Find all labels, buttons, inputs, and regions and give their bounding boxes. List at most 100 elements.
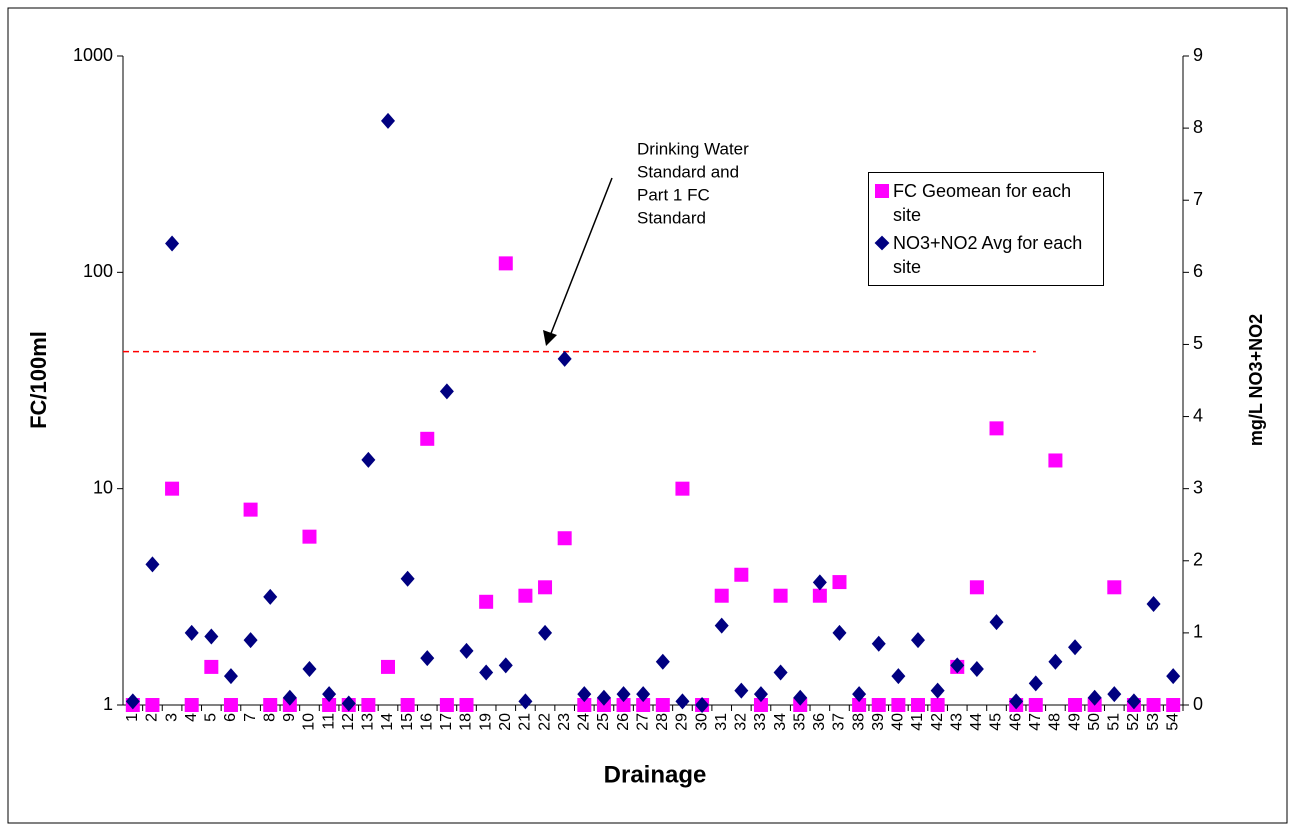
square-marker	[989, 421, 1004, 436]
x-tick-label: 50	[1086, 713, 1103, 731]
diamond-marker	[596, 689, 611, 706]
x-tick-label: 20	[497, 713, 514, 731]
annotation: Standard	[637, 208, 706, 227]
diamond-marker	[302, 660, 317, 677]
square-marker	[538, 580, 553, 595]
y-tick-label: 100	[83, 261, 113, 281]
x-tick-label: 18	[458, 713, 475, 731]
legend-swatch	[875, 184, 889, 198]
x-tick-label: 52	[1125, 713, 1142, 731]
square-marker	[852, 698, 867, 712]
x-tick-label: 39	[870, 713, 887, 731]
diamond-marker	[989, 614, 1004, 631]
x-tick-label: 3	[163, 713, 180, 722]
square-marker	[812, 588, 827, 603]
y-axis-title: FC/100ml	[26, 331, 51, 429]
square-marker	[361, 698, 376, 712]
square-marker	[302, 529, 317, 544]
x-tick-label: 38	[850, 713, 867, 731]
x-tick-label: 10	[301, 713, 318, 731]
square-marker	[930, 698, 945, 712]
legend-swatch	[874, 235, 890, 251]
x-tick-label: 33	[752, 713, 769, 731]
y2-tick-label: 9	[1193, 45, 1203, 65]
square-marker	[322, 698, 337, 712]
square-marker	[675, 481, 690, 496]
square-marker	[184, 698, 199, 712]
diamond-marker	[1009, 693, 1024, 710]
x-tick-label: 51	[1106, 713, 1123, 731]
diamond-marker	[1087, 689, 1102, 706]
chart-border	[7, 7, 1288, 824]
x-tick-label: 47	[1027, 713, 1044, 731]
x-tick-label: 16	[418, 713, 435, 731]
x-tick-label: 45	[988, 713, 1005, 731]
square-marker	[1107, 580, 1122, 595]
x-tick-label: 9	[281, 713, 298, 722]
x-tick-label: 42	[929, 713, 946, 731]
x-tick-label: 11	[320, 713, 337, 730]
square-marker	[832, 575, 847, 590]
x-tick-label: 19	[477, 713, 494, 731]
y-tick-label: 10	[93, 477, 113, 497]
x-tick-label: 34	[772, 713, 789, 731]
square-marker	[381, 659, 395, 674]
diamond-marker	[1028, 675, 1043, 692]
x-tick-label: 14	[379, 713, 396, 731]
diamond-marker	[832, 624, 847, 641]
diamond-marker	[165, 235, 180, 252]
x-tick-label: 31	[713, 713, 730, 731]
y-tick-label: 1000	[73, 45, 113, 65]
x-tick-label: 53	[1145, 713, 1162, 731]
diamond-marker	[695, 697, 710, 713]
square-marker	[1048, 453, 1063, 468]
diamond-marker	[439, 383, 454, 400]
diamond-marker	[891, 668, 906, 685]
diamond-marker	[263, 588, 278, 605]
diamond-marker	[871, 635, 886, 652]
square-marker	[969, 580, 984, 595]
x-tick-label: 21	[517, 713, 534, 731]
x-tick-label: 15	[399, 713, 416, 731]
x-axis-title: Drainage	[604, 761, 707, 788]
annotation: Drinking Water	[637, 139, 749, 158]
diamond-marker	[1166, 668, 1181, 685]
square-marker	[753, 698, 768, 712]
square-marker	[636, 698, 651, 712]
diamond-marker	[420, 650, 435, 667]
square-marker	[145, 698, 160, 712]
diamond-marker	[479, 664, 494, 681]
x-tick-label: 12	[340, 713, 357, 731]
square-marker	[655, 698, 670, 712]
diamond-marker	[1107, 686, 1122, 703]
legend-label: FC Geomean for each site	[893, 181, 1072, 225]
diamond-marker	[911, 632, 925, 649]
annotation-arrow	[549, 177, 613, 337]
diamond-marker	[1146, 596, 1161, 613]
diamond-marker	[1068, 639, 1083, 656]
diamond-marker	[753, 686, 768, 703]
x-tick-label: 46	[1007, 713, 1024, 731]
x-tick-label: 8	[261, 713, 278, 722]
x-tick-label: 48	[1047, 713, 1064, 731]
diamond-marker	[655, 653, 670, 670]
square-marker	[577, 698, 592, 712]
square-marker	[891, 698, 906, 712]
square-marker	[400, 698, 415, 712]
diamond-marker	[381, 112, 395, 129]
x-tick-label: 35	[791, 713, 808, 731]
diamond-marker	[675, 693, 690, 710]
x-tick-label: 41	[909, 713, 926, 731]
square-marker	[911, 698, 925, 712]
legend-item: FC Geomean for each site	[873, 179, 1099, 227]
x-tick-label: 49	[1066, 713, 1083, 731]
square-marker	[165, 481, 180, 496]
legend-item: NO3+NO2 Avg for each site	[873, 231, 1099, 279]
diamond-marker	[557, 350, 572, 367]
arrow-head	[543, 330, 557, 346]
x-tick-label: 23	[556, 713, 573, 731]
square-marker	[204, 659, 219, 674]
y2-tick-label: 0	[1193, 694, 1203, 714]
x-tick-label: 44	[968, 713, 985, 731]
